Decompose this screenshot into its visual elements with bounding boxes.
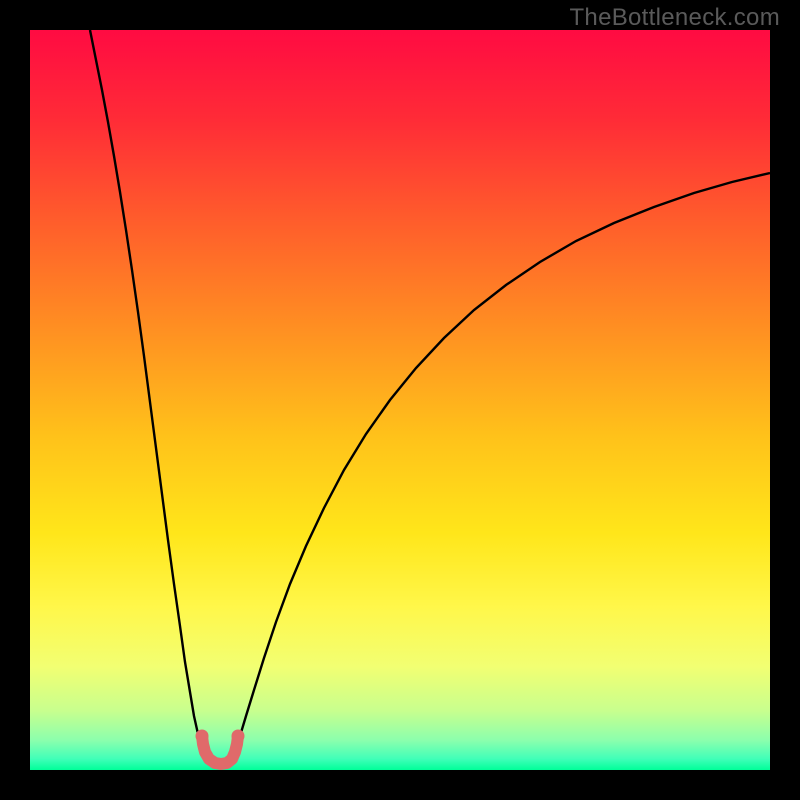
- notch-dot-right: [232, 730, 245, 743]
- watermark-text: TheBottleneck.com: [569, 4, 780, 32]
- left-curve: [90, 30, 202, 748]
- notch-dot-left: [196, 730, 209, 743]
- notch-u: [202, 736, 238, 764]
- plot-area: [30, 30, 770, 770]
- right-curve: [236, 173, 770, 748]
- curve-layer: [30, 30, 770, 770]
